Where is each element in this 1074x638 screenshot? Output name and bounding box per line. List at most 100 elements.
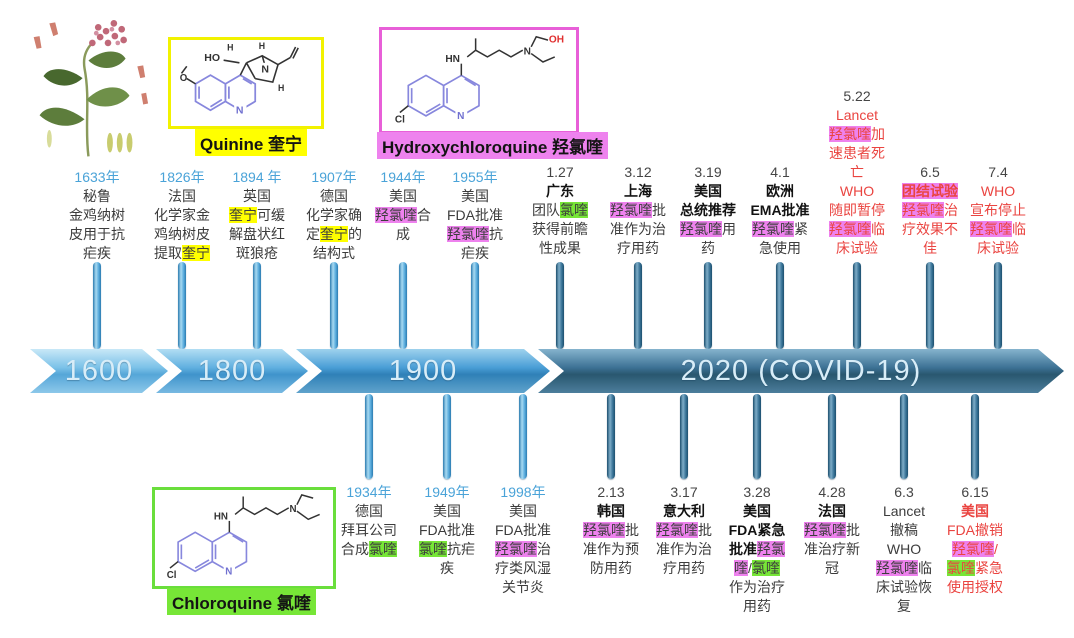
event-text: 羟氯喹: [752, 221, 794, 237]
hydroxychloroquine-structure-box: N Cl HN N OH: [379, 27, 579, 134]
event-text: 羟氯喹: [952, 541, 995, 557]
event-text: 美国 FDA批准: [447, 188, 503, 223]
timeline-event: 6.15 美国 FDA撤销 羟氯喹/ 氯喹紧急 使用授权: [943, 483, 1007, 597]
timeline-pin: [753, 394, 761, 479]
event-text: 抗 疟疾: [461, 226, 503, 261]
event-date: 4.1: [770, 164, 790, 180]
event-text: 奎宁: [229, 207, 257, 223]
event-text: 氯喹: [751, 560, 780, 576]
timeline-event: 2.13 韩国 羟氯喹批 准作为预 防用药: [579, 483, 643, 578]
chloroquine-structure-box: N Cl HN N: [152, 487, 336, 589]
event-text: /: [994, 541, 998, 557]
event-text: 作为治疗 用药: [729, 579, 785, 614]
timeline-event: 6.5 团结试验 羟氯喹治 疗效果不 佳: [898, 163, 962, 258]
quinine-structure-box: N O HO N H H H: [168, 37, 324, 129]
segment-1800-label: 1800: [197, 355, 267, 387]
event-text: 美国: [389, 188, 417, 204]
svg-text:N: N: [290, 504, 297, 515]
timeline-event: 1955年 美国 FDA批准 羟氯喹抗 疟疾: [443, 168, 507, 263]
event-text: 临 床试验恢 复: [876, 560, 932, 614]
svg-text:OH: OH: [549, 35, 564, 46]
event-text: 治 疗类风湿 关节炎: [495, 541, 551, 595]
segment-1900: 1900: [296, 349, 550, 393]
event-date: 4.28: [818, 484, 846, 500]
hydroxychloroquine-structure: N Cl HN N OH: [395, 35, 564, 126]
svg-text:HO: HO: [204, 52, 220, 64]
event-text: FDA撤销: [947, 522, 1003, 538]
timeline-event: 1944年 美国 羟氯喹合 成: [371, 168, 435, 244]
event-text: 羟氯喹: [375, 207, 417, 223]
event-text: 意大利: [663, 503, 705, 519]
timeline-pin: [365, 394, 373, 479]
event-date: 6.5: [920, 164, 940, 180]
timeline-pin: [971, 394, 979, 479]
timeline-pin: [680, 394, 688, 479]
event-text: 用 药: [701, 221, 736, 256]
timeline-pin: [994, 262, 1002, 349]
event-text: 羟氯喹: [902, 202, 944, 218]
event-text: 奎宁: [320, 226, 348, 242]
segment-2020: 2020 (COVID-19): [538, 349, 1064, 393]
timeline-pin: [634, 262, 642, 349]
timeline-event: 7.4 WHO 宣布停止 羟氯喹临 床试验: [966, 163, 1030, 258]
event-text: 紧 急使用: [759, 221, 808, 256]
timeline-event: 1826年 法国 化学家金 鸡纳树皮 提取奎宁: [150, 168, 214, 263]
event-text: Lancet 撤稿 WHO: [882, 503, 926, 557]
event-text: 英国: [243, 188, 271, 204]
timeline-event: 1949年 美国 FDA批准 氯喹抗疟 疾: [415, 483, 479, 578]
timeline-pin: [607, 394, 615, 479]
event-text: 羟氯喹: [829, 126, 871, 142]
timeline-event: 5.22 Lancet 羟氯喹加 速患者死 亡 WHO 随即暂停 羟氯喹临 床试验: [825, 87, 889, 258]
timeline-pin: [253, 262, 261, 349]
timeline-pin: [519, 394, 527, 479]
event-text: 奎宁: [182, 245, 210, 261]
event-text: Lancet: [835, 107, 879, 123]
timeline-event: 6.3 Lancet 撤稿 WHO 羟氯喹临 床试验恢 复: [872, 483, 936, 616]
event-text: 临 床试验: [836, 221, 885, 256]
timeline-event: 3.12 上海 羟氯喹批 准作为治 疗用药: [606, 163, 670, 258]
event-text: 批 准治疗新 冠: [804, 522, 860, 576]
event-text: 治 疗效果不 佳: [902, 202, 958, 256]
timeline-pin: [776, 262, 784, 349]
timeline-pin: [556, 262, 564, 349]
quinine-structure: N O HO N H H H: [180, 41, 299, 117]
event-text: 羟氯喹: [680, 221, 722, 237]
timeline-pin: [330, 262, 338, 349]
event-text: 美国 FDA紧急 批准: [728, 503, 786, 557]
event-text: 获得前瞻 性成果: [532, 221, 588, 256]
event-date: 1955年: [452, 169, 498, 185]
event-date: 7.4: [988, 164, 1008, 180]
timeline-pin: [399, 262, 407, 349]
event-text: 抗疟 疾: [440, 541, 475, 576]
event-text: 批 准作为治 疗用药: [610, 202, 666, 256]
timeline-pin: [93, 262, 101, 349]
event-text: 欧洲 EMA批准: [750, 183, 810, 218]
event-text: 德国 化学家确 定: [306, 188, 362, 242]
timeline-pin: [900, 394, 908, 479]
event-text: 韩国: [597, 503, 625, 519]
segment-1900-label: 1900: [388, 355, 458, 387]
chloroquine-structure: N Cl HN N: [167, 494, 320, 581]
segment-1600-label: 1600: [64, 355, 134, 387]
event-text: 批 准作为治 疗用药: [656, 522, 712, 576]
svg-text:H: H: [259, 41, 265, 51]
svg-text:N: N: [457, 111, 464, 122]
event-text: WHO 宣布停止: [970, 183, 1026, 218]
event-text: 紧急 使用授权: [947, 560, 1003, 595]
event-date: 3.28: [743, 484, 771, 500]
event-date: 1894 年: [232, 169, 282, 185]
segment-2020-label: 2020 (COVID-19): [680, 355, 922, 387]
timeline-event: 1633年 秘鲁 金鸡纳树 皮用于抗 疟疾: [65, 168, 129, 263]
timeline-event: 1998年 美国 FDA批准 羟氯喹治 疗类风湿 关节炎: [491, 483, 555, 597]
quinine-label: Quinine 奎宁: [195, 129, 307, 156]
svg-text:H: H: [227, 43, 233, 53]
segment-1600: 1600: [30, 349, 168, 393]
event-text: 德国 拜耳公司 合成: [341, 503, 397, 557]
event-text: 美国: [961, 503, 989, 519]
event-text: 羟氯喹: [495, 541, 537, 557]
event-text: 羟氯喹: [610, 202, 652, 218]
timeline-event: 3.28 美国 FDA紧急 批准羟氯 喹/氯喹 作为治疗 用药: [725, 483, 789, 616]
svg-text:HN: HN: [445, 54, 460, 65]
event-date: 5.22: [843, 88, 871, 104]
